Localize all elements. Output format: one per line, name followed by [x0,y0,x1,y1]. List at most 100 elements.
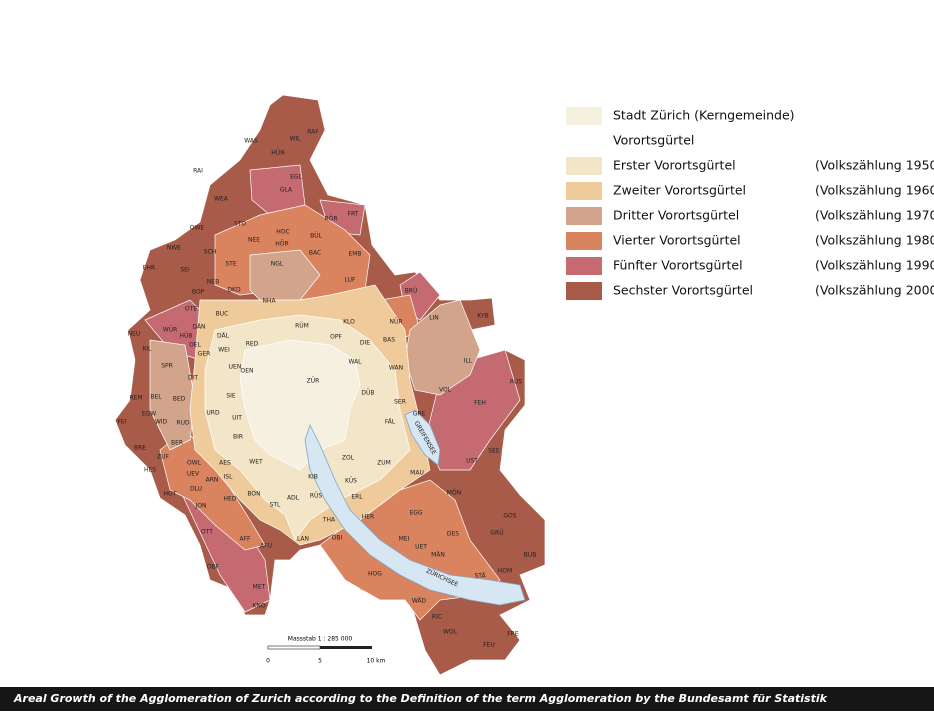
scale-bar [320,646,372,649]
municipality-label: HOM [498,568,512,575]
municipality-label: RÜM [295,323,309,330]
municipality-label: OTE [185,306,197,313]
municipality-label: UET [415,544,427,551]
municipality-label: DIE [360,340,370,347]
municipality-label: ILL [464,358,473,365]
municipality-label: GER [198,351,211,358]
municipality-label: MEI [399,536,410,543]
municipality-label: LIN [429,315,439,322]
municipality-label: KÜS [345,478,357,485]
municipality-label: NHA [262,298,276,305]
legend-label: Fünfter Vorortsgürtel [613,258,743,273]
municipality-label: ARN [206,477,219,484]
municipality-label: DÜB [361,390,374,397]
municipality-label: RÜS [310,493,323,500]
municipality-label: SCH [204,249,217,256]
municipality-label: KIL [142,346,152,353]
municipality-label: ZUF [157,454,170,461]
municipality-label: WÄD [412,598,427,605]
municipality-label: UEN [229,364,242,371]
municipality-label: NEE [248,237,260,244]
municipality-label: WAS [244,138,258,145]
legend-census: (Volkszählung 1950) [815,158,934,173]
municipality-label: RÖR [324,216,337,223]
municipality-label: HER [362,514,374,521]
legend-swatch [566,257,602,275]
municipality-label: ADL [287,495,300,502]
municipality-label: BRÜ [405,288,418,295]
municipality-label: WID [155,419,168,426]
municipality-label: HES [144,467,156,474]
municipality-label: OTT [201,529,213,536]
municipality-label: BUC [216,311,229,318]
municipality-label: FRT [348,211,359,218]
legend-label: Vierter Vorortsgürtel [613,233,741,248]
municipality-label: MÄN [431,552,445,559]
legend-label: Vorortsgürtel [613,133,694,148]
municipality-label: HOG [368,571,382,578]
municipality-label: DES [447,531,459,538]
municipality-label: STO [234,221,246,228]
legend-census: (Volkszählung 1980) [815,233,934,248]
municipality-label: SER [394,399,406,406]
municipality-label: NÜR [389,319,402,326]
legend-label: Dritter Vorortsgürtel [613,208,739,223]
municipality-label: OBI [332,535,343,542]
municipality-label: STÄ [474,573,486,580]
municipality-label: GRÜ [490,530,503,537]
municipality-label: SPR [161,363,173,370]
municipality-label: AFF [239,536,251,543]
municipality-label: FRE [507,631,519,638]
municipality-label: DLU [190,486,202,493]
municipality-label: REM [129,395,142,402]
legend-census: (Volkszählung 1960) [815,183,934,198]
municipality-label: LUF [345,277,356,284]
municipality-label: FEU [483,642,495,649]
scale-tick: 10 km [367,658,386,665]
municipality-label: UEV [187,471,200,478]
municipality-label: EGL [290,174,302,181]
municipality-label: BEL [150,394,162,401]
municipality-label: NEU [128,331,141,338]
municipality-label: RUD [176,420,190,427]
municipality-label: HOT [164,491,177,498]
municipality-label: KIB [308,474,318,481]
municipality-label: SIE [226,393,236,400]
municipality-label: THA [322,517,336,524]
legend-swatch [566,182,602,200]
municipality-label: RIC [432,614,442,621]
municipality-label: DKD [227,287,241,294]
municipality-label: WIL [289,136,301,143]
legend-label: Erster Vorortsgürtel [613,158,736,173]
municipality-label: MET [253,584,266,591]
scale-tick: 0 [266,658,270,665]
municipality-label: HÖR [275,241,288,248]
municipality-label: BED [173,396,186,403]
municipality-label: BRE [134,445,146,452]
legend-census: (Volkszählung 1990) [815,258,934,273]
municipality-label: AFU [260,543,272,550]
lake [404,409,441,466]
region [239,339,361,471]
municipality-label: JON [195,503,207,510]
municipality-label: HÜN [271,150,284,157]
municipality-label: FEI [117,419,126,426]
municipality-label: STL [270,502,281,509]
municipality-label: RED [246,341,259,348]
municipality-label: BUB [524,552,537,559]
municipality-label: AES [219,460,231,467]
municipality-label: ERL [351,494,363,501]
municipality-label: ZOL [342,455,355,462]
municipality-label: DIT [188,375,198,382]
scale-bar [267,645,321,650]
municipality-label: FEH [474,400,486,407]
municipality-label: LAN [297,536,309,543]
municipality-label: HOC [276,229,289,236]
municipality-label: ISL [224,474,234,481]
municipality-label: BOP [192,289,205,296]
legend-census: (Volkszählung 2000) [815,283,934,298]
municipality-label: RUS [510,379,523,386]
lake [304,423,526,606]
municipality-label: EMB [348,251,361,258]
